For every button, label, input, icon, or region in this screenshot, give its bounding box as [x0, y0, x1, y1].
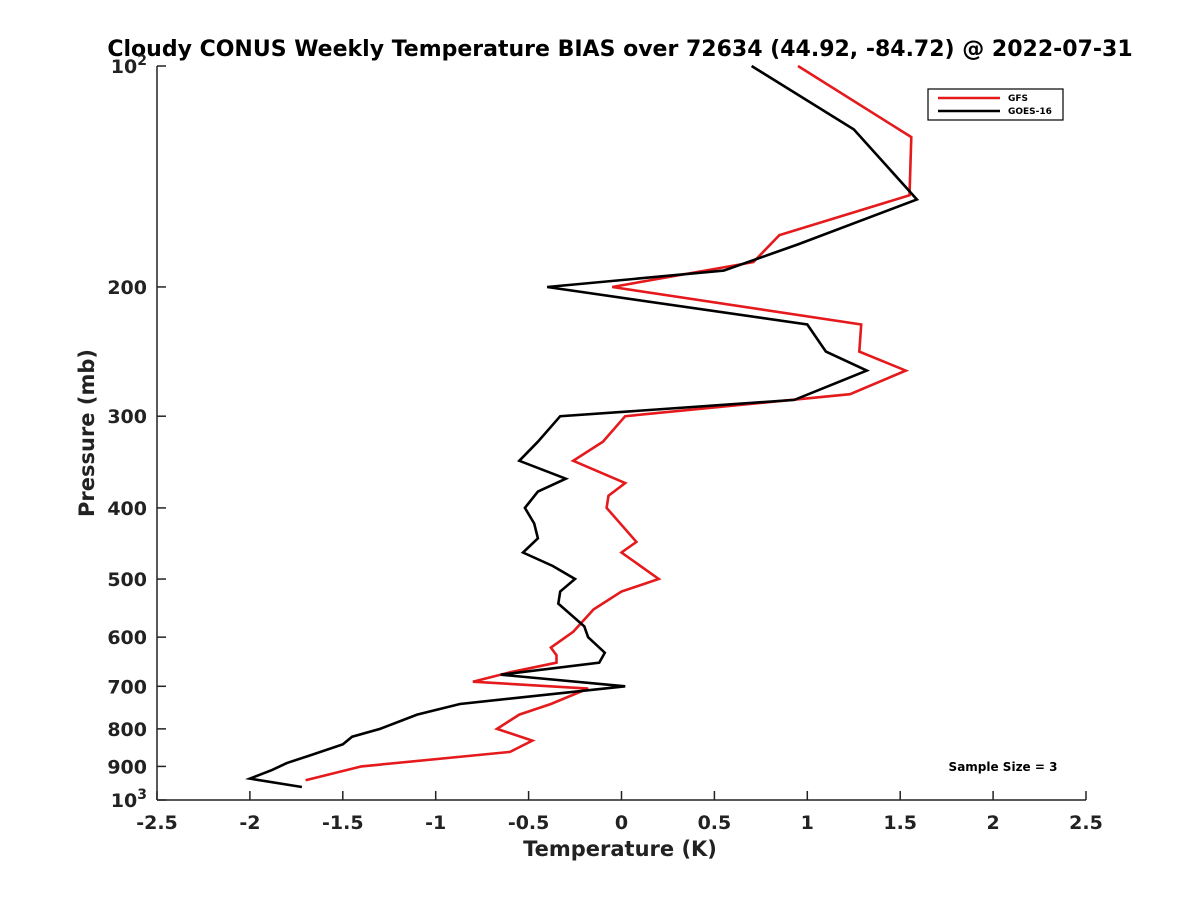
y-tick-label: 800 — [107, 719, 147, 741]
y-tick-label: 102 — [111, 53, 147, 78]
x-tick-label: -1.5 — [322, 812, 364, 834]
chart-title: Cloudy CONUS Weekly Temperature BIAS ove… — [107, 37, 1132, 62]
x-tick-label: 1 — [801, 812, 814, 834]
x-tick-label: -2 — [239, 812, 260, 834]
y-tick-label: 400 — [107, 498, 147, 520]
x-tick-label: 0.5 — [698, 812, 732, 834]
x-tick-label: 2.5 — [1069, 812, 1103, 834]
series-line-goes-16 — [244, 64, 920, 789]
legend: GFS GOES-16 — [927, 88, 1064, 121]
x-axis-label: Temperature (K) — [523, 837, 717, 861]
sample-size-annotation: Sample Size = 3 — [949, 760, 1058, 774]
y-axis-label: Pressure (mb) — [75, 349, 99, 517]
x-tick-label: -0.5 — [508, 812, 550, 834]
series-line-gfs — [305, 64, 913, 782]
x-tick-label: -1 — [425, 812, 446, 834]
x-tick-label: 1.5 — [883, 812, 917, 834]
y-tick-label: 200 — [107, 277, 147, 299]
legend-label: GFS — [1008, 94, 1028, 104]
y-tick-label: 900 — [107, 756, 147, 778]
legend-label: GOES-16 — [1008, 107, 1052, 117]
x-tick-label: 0 — [615, 812, 628, 834]
y-tick-label: 600 — [107, 627, 147, 649]
y-tick-label: 103 — [111, 787, 147, 812]
y-tick-label: 500 — [107, 569, 147, 591]
x-axis: -2.5 -2 -1.5 -1 -0.5 0 0.5 1 1.5 2 2.5 — [136, 791, 1103, 834]
y-tick-label: 700 — [107, 676, 147, 698]
series-group — [244, 64, 920, 789]
legend-box — [927, 88, 1064, 121]
y-tick-label: 300 — [107, 406, 147, 428]
x-tick-label: -2.5 — [136, 812, 178, 834]
x-tick-label: 2 — [986, 812, 999, 834]
y-axis: 102 200 300 400 500 600 700 800 900 103 — [107, 53, 166, 812]
